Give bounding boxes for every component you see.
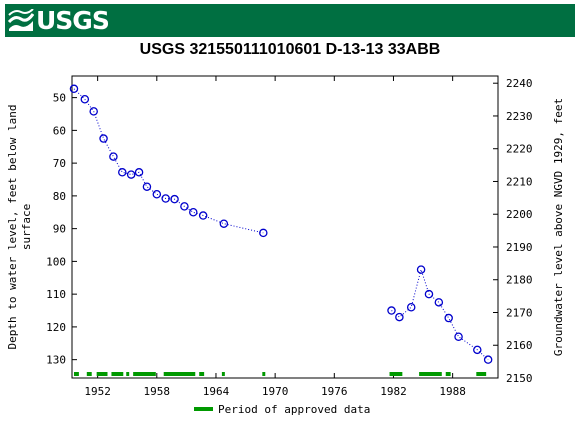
data-point [434, 298, 444, 307]
x-tick-label: 1988 [439, 385, 466, 398]
y-right-tick-label: 2190 [506, 241, 533, 254]
data-point [189, 208, 198, 217]
y-right-tick-label: 2170 [506, 306, 533, 319]
y-right-tick-label: 2180 [506, 274, 533, 287]
data-point [134, 168, 144, 177]
y-right-tick-label: 2160 [506, 339, 533, 352]
data-point [118, 168, 127, 177]
data-point [406, 302, 416, 312]
data-point [473, 345, 482, 355]
usgs-logo-text: USGS [36, 6, 110, 35]
y-left-tick-label: 130 [46, 354, 66, 367]
data-point [69, 84, 79, 94]
y-right-tick-label: 2210 [506, 175, 533, 188]
data-point [483, 355, 493, 364]
data-point [424, 289, 434, 299]
y-left-tick-label: 120 [46, 321, 66, 334]
plot-frame [71, 75, 499, 379]
chart-title: USGS 321550111010601 D-13-13 33ABB [139, 41, 441, 58]
data-point [170, 194, 179, 204]
data-point [416, 265, 426, 274]
y-left-tick-label: 60 [53, 124, 66, 137]
y-right-tick-label: 2230 [506, 110, 533, 123]
data-point [259, 228, 268, 238]
y-left-tick-label: 90 [53, 223, 66, 236]
y-left-tick-label: 50 [53, 92, 66, 105]
y-left-tick-label: 110 [46, 288, 66, 301]
data-point [126, 170, 136, 179]
data-point [152, 189, 162, 199]
series-line [73, 88, 264, 234]
y-right-axis-label: Groundwater level above NGVD 1929, feet [552, 98, 565, 356]
data-point [395, 312, 404, 322]
y-left-axis-label-line: Depth to water level, feet below land [6, 104, 19, 349]
data-point [219, 219, 229, 228]
y-right-tick-label: 2240 [506, 77, 533, 90]
y-left-axis-label: Depth to water level, feet below landsur… [6, 104, 33, 349]
usgs-logo[interactable]: USGS [8, 6, 110, 35]
series-line [391, 267, 489, 361]
x-tick-label: 1964 [203, 385, 230, 398]
x-tick-label: 1952 [84, 385, 111, 398]
data-point [142, 182, 152, 191]
data-point [99, 134, 108, 143]
data-point [454, 332, 463, 341]
legend-label: Period of approved data [218, 403, 370, 416]
data-point [387, 306, 396, 315]
x-tick-label: 1958 [144, 385, 171, 398]
y-right-tick-label: 2200 [506, 208, 533, 221]
x-tick-label: 1982 [380, 385, 407, 398]
data-point [180, 202, 189, 211]
data-point [89, 107, 98, 116]
y-right-tick-label: 2220 [506, 143, 533, 156]
usgs-wave-icon [8, 8, 34, 31]
data-point [161, 194, 170, 203]
usgs-header-bar: USGS [5, 4, 575, 37]
y-left-tick-label: 100 [46, 255, 66, 268]
data-point [109, 152, 118, 161]
data-point [444, 313, 453, 323]
x-tick-label: 1976 [321, 385, 348, 398]
x-tick-label: 1970 [262, 385, 289, 398]
data-point [198, 211, 208, 220]
y-left-axis-label-line: surface [20, 204, 33, 250]
y-left-tick-label: 80 [53, 190, 66, 203]
data-point [80, 95, 90, 104]
y-right-tick-label: 2150 [506, 372, 533, 385]
y-left-tick-label: 70 [53, 157, 66, 170]
